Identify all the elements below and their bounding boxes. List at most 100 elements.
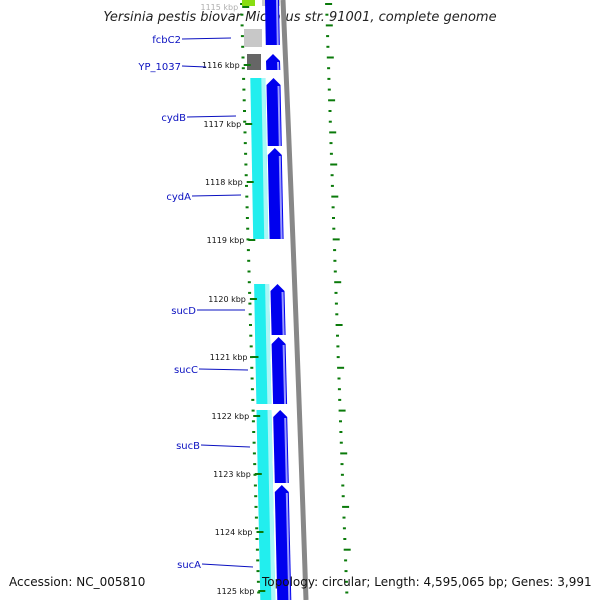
gene-label-leader (191, 194, 242, 197)
gc-content-mark (257, 591, 261, 594)
cds-feature-highlight (265, 284, 271, 345)
kbp-tick-label: 1123 kbp (213, 470, 251, 479)
gc-content-mark (247, 270, 251, 273)
gene-label: YP_1037 (137, 62, 181, 73)
gc-skew-mark (327, 88, 331, 91)
gc-skew-mark (342, 527, 346, 530)
gc-content-mark (242, 88, 246, 91)
gc-content-mark (248, 302, 252, 305)
gc-skew-mark (326, 56, 334, 59)
gc-content-mark (252, 431, 256, 433)
gene-arrow (266, 54, 281, 70)
gc-content-mark (251, 420, 255, 423)
gc-skew-mark (333, 249, 337, 252)
gc-skew-mark (336, 345, 340, 348)
gc-skew-mark (325, 3, 333, 5)
gene-arrow-highlight (277, 86, 281, 146)
gc-skew-mark (342, 516, 346, 519)
gc-skew-mark (343, 538, 347, 540)
gc-skew-mark (342, 505, 350, 508)
gc-skew-mark (339, 431, 343, 433)
genome-title: Yersinia pestis biovar Microtus str. 910… (103, 10, 497, 25)
gene-arrow (265, 0, 280, 45)
gc-skew-mark (338, 409, 346, 412)
gc-skew-mark (340, 463, 344, 466)
gc-content-track (240, 3, 261, 594)
gc-content-mark (254, 505, 258, 508)
gc-skew-mark (330, 174, 334, 177)
gc-skew-mark (325, 13, 329, 16)
gc-skew-mark (327, 77, 331, 80)
gc-skew-mark (336, 334, 339, 337)
gc-skew-mark (331, 206, 335, 209)
gc-content-mark (252, 441, 256, 444)
gene-label-leader (181, 65, 207, 68)
gc-skew-mark (344, 570, 348, 573)
gc-content-mark (247, 259, 251, 262)
gc-content-mark (248, 291, 252, 294)
gc-content-mark (253, 463, 257, 466)
kbp-tick-label: 1116 kbp (202, 61, 240, 70)
gc-content-mark (254, 516, 258, 519)
gene-track (265, 0, 292, 600)
gc-skew-mark (332, 238, 340, 241)
gc-content-mark (241, 56, 245, 59)
gc-content-mark (243, 110, 246, 112)
kbp-tick-label: 1118 kbp (205, 178, 243, 187)
gene-label-leader (198, 368, 249, 371)
gc-content-mark (245, 195, 249, 198)
gc-content-mark (240, 35, 244, 38)
gc-content-mark (243, 142, 247, 145)
gc-content-mark (255, 538, 259, 540)
gene-label-leader (201, 563, 254, 568)
gc-content-mark (245, 217, 249, 219)
gc-skew-mark (341, 495, 345, 498)
gc-content-mark (242, 99, 246, 102)
gene-arrow-highlight (278, 156, 283, 239)
gc-content-mark (243, 131, 247, 134)
gc-content-mark (246, 249, 250, 252)
gc-skew-mark (336, 356, 340, 359)
gc-skew-mark (339, 420, 342, 423)
gc-skew-mark (328, 120, 332, 123)
gene-arrow-highlight (284, 418, 288, 483)
gc-skew-mark (337, 377, 341, 380)
gc-content-mark (250, 388, 254, 391)
genome-backbone (280, 0, 309, 600)
gc-skew-track (325, 3, 351, 594)
gc-content-mark (247, 281, 251, 284)
rna-feature-mark (242, 0, 255, 6)
accession-text: Accession: NC_005810 (9, 575, 146, 589)
gc-content-mark (244, 163, 248, 166)
gc-content-mark (256, 559, 260, 562)
gene-label: cydA (166, 192, 191, 203)
gc-content-mark (251, 409, 255, 412)
gc-skew-mark (329, 142, 333, 145)
gc-content-mark (240, 13, 244, 16)
gc-skew-mark (326, 45, 330, 48)
gc-content-mark (242, 77, 246, 80)
gene-label-leader (200, 444, 251, 448)
kbp-tick-label: 1119 kbp (207, 236, 245, 245)
kbp-tick-label: 1121 kbp (210, 353, 248, 362)
gc-skew-mark (326, 35, 330, 38)
gc-skew-mark (334, 281, 342, 284)
cds-feature-highlight (261, 78, 267, 146)
gene-label: sucC (174, 365, 198, 376)
gc-content-mark (240, 24, 244, 27)
gc-skew-mark (339, 441, 343, 444)
gc-content-mark (245, 206, 249, 209)
gc-skew-mark (338, 398, 342, 401)
misc-feature-mark (247, 54, 261, 70)
gc-content-mark (246, 227, 250, 230)
gc-skew-mark (343, 548, 351, 551)
gc-skew-mark (331, 195, 339, 198)
gc-skew-mark (335, 313, 339, 316)
gc-content-mark (253, 484, 257, 487)
kbp-tick-label: 1124 kbp (215, 528, 253, 537)
gc-content-mark (251, 398, 255, 401)
cds-feature-highlight (266, 345, 272, 404)
gc-content-mark (245, 184, 248, 187)
